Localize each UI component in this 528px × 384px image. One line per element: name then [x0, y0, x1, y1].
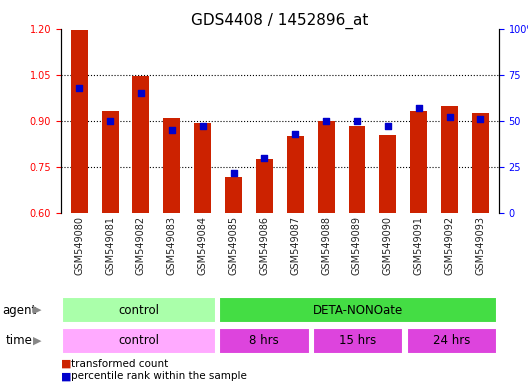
Bar — [410, 111, 427, 213]
Point — [229, 169, 238, 175]
Text: control: control — [118, 334, 159, 347]
Text: agent: agent — [3, 304, 37, 316]
Bar — [441, 106, 458, 213]
Text: control: control — [118, 304, 159, 316]
Text: time: time — [5, 334, 32, 347]
Point — [322, 118, 331, 124]
Bar — [318, 121, 335, 213]
Bar — [225, 177, 242, 213]
Text: 15 hrs: 15 hrs — [340, 334, 376, 347]
Point — [353, 118, 361, 124]
Point — [445, 114, 454, 120]
Bar — [348, 126, 365, 213]
Title: GDS4408 / 1452896_at: GDS4408 / 1452896_at — [191, 13, 369, 29]
Point — [75, 85, 83, 91]
Point — [384, 123, 392, 129]
Text: ■: ■ — [61, 371, 71, 381]
Text: 8 hrs: 8 hrs — [249, 334, 279, 347]
Text: ▶: ▶ — [33, 336, 41, 346]
Bar — [472, 113, 489, 213]
Point — [106, 118, 115, 124]
Bar — [62, 297, 215, 323]
Point — [291, 131, 299, 137]
Bar — [71, 30, 88, 213]
Bar — [256, 159, 273, 213]
Bar — [380, 135, 397, 213]
Bar — [194, 123, 211, 213]
Point — [137, 90, 145, 96]
Bar — [219, 328, 309, 354]
Bar — [133, 76, 149, 213]
Bar — [407, 328, 497, 354]
Bar — [163, 118, 180, 213]
Text: 24 hrs: 24 hrs — [433, 334, 470, 347]
Text: DETA-NONOate: DETA-NONOate — [313, 304, 403, 316]
Point — [260, 155, 269, 161]
Point — [414, 105, 423, 111]
Point — [476, 116, 485, 122]
Bar — [219, 297, 497, 323]
Point — [167, 127, 176, 133]
Text: transformed count: transformed count — [71, 359, 168, 369]
Text: ■: ■ — [61, 359, 71, 369]
Bar — [62, 328, 215, 354]
Bar — [287, 136, 304, 213]
Text: percentile rank within the sample: percentile rank within the sample — [71, 371, 247, 381]
Bar — [313, 328, 403, 354]
Bar — [101, 111, 119, 213]
Point — [199, 123, 207, 129]
Text: ▶: ▶ — [33, 305, 41, 315]
